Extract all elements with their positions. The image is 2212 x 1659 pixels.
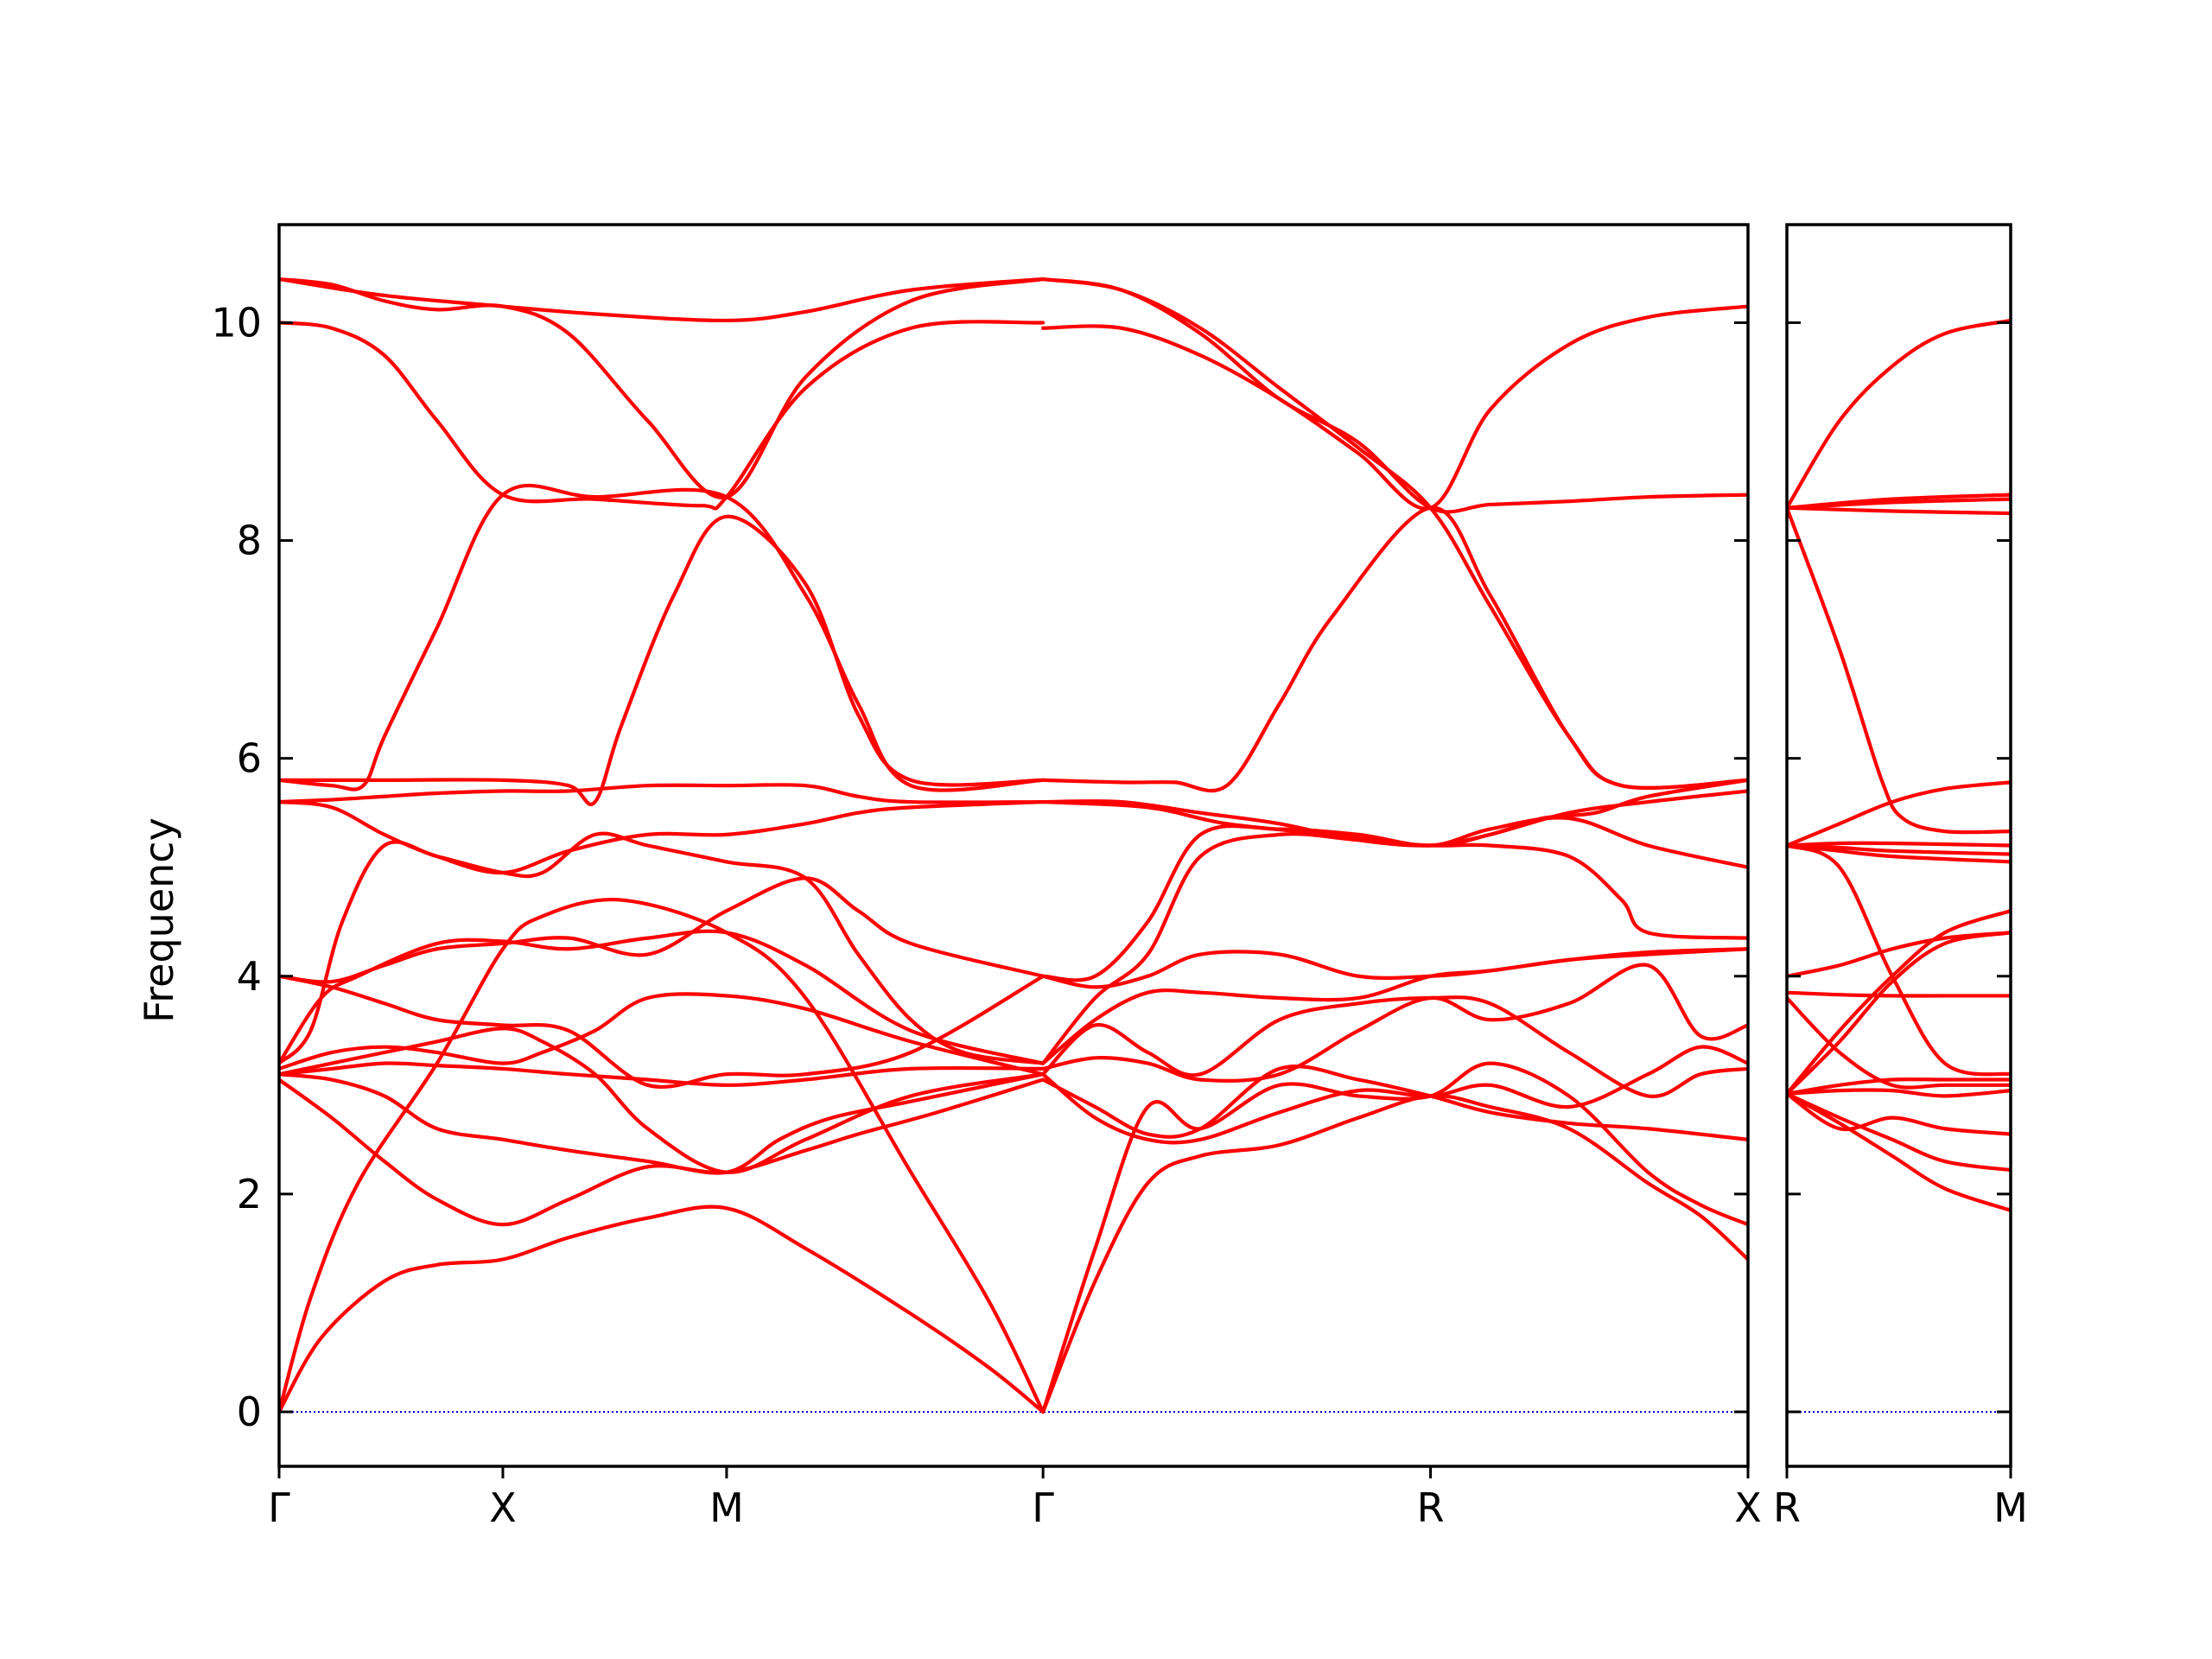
band-line-1	[279, 1205, 1046, 1414]
band-line-11	[279, 974, 1046, 1090]
band-line-2	[279, 897, 1046, 1414]
band-line-34	[1041, 276, 1748, 790]
band-line-15	[1787, 780, 2011, 848]
x-tick-label: M	[1993, 1484, 2028, 1531]
band-line-22	[1041, 1045, 1748, 1145]
band-line-21	[1041, 1064, 1748, 1141]
x-tick-label: Γ	[1032, 1484, 1054, 1531]
band-line-32	[1041, 304, 1748, 511]
band-line-9	[1787, 990, 2011, 998]
band-line-3	[1787, 1091, 2011, 1136]
x-tick-label: M	[709, 1484, 744, 1531]
band-line-9	[279, 831, 1046, 1065]
x-tick-label: X	[1734, 1484, 1762, 1531]
plot-frame	[277, 223, 1750, 1468]
band-line-19	[1787, 493, 2011, 510]
y-tick-label: 0	[237, 1389, 262, 1435]
band-line-5	[279, 1061, 1046, 1087]
band-lines	[1787, 318, 2011, 1212]
band-line-26	[1041, 947, 1748, 989]
band-line-20	[1787, 318, 2011, 510]
band-line-27	[1041, 832, 1748, 1065]
y-axis-label: Frequency	[136, 817, 182, 1023]
band-lines	[279, 276, 1748, 1414]
x-tick-label: R	[1773, 1484, 1801, 1531]
band-line-31	[1041, 505, 1748, 793]
left-panel: 0 2 4 6 8 10 Γ X M Γ R X	[211, 223, 1762, 1531]
y-tick-label: 4	[237, 953, 262, 1000]
y-tick-label: 2	[237, 1171, 262, 1217]
band-line-3	[279, 1077, 1046, 1227]
band-line-4	[1787, 1088, 2011, 1098]
band-line-6	[1787, 909, 2011, 1096]
band-line-10	[279, 876, 1046, 984]
band-line-16	[279, 320, 1046, 511]
band-line-16	[1787, 505, 2011, 835]
band-line-17	[279, 276, 1046, 499]
band-line-12	[279, 799, 1046, 875]
band-line-2	[1787, 1091, 2011, 1173]
band-line-5	[1787, 1077, 2011, 1096]
y-tick-label: 8	[237, 518, 262, 564]
band-line-20	[1041, 1061, 1748, 1414]
band-line-4	[279, 1072, 1046, 1175]
band-line-19	[1041, 1093, 1748, 1414]
x-tick-label: X	[489, 1484, 517, 1531]
band-line-7	[1787, 931, 2011, 1096]
band-line-30	[1041, 778, 1748, 848]
band-line-13	[1787, 843, 2011, 856]
band-line-14	[1787, 841, 2011, 848]
band-line-13	[279, 783, 1046, 804]
band-line-1	[1787, 1091, 2011, 1212]
plot-frame	[1785, 223, 2012, 1468]
band-line-7	[279, 992, 1046, 1077]
band-line-23	[1041, 963, 1748, 1084]
band-line-10	[1787, 931, 2011, 978]
band-line-14	[279, 483, 1046, 792]
band-line-18	[279, 276, 1046, 323]
band-line-8	[1787, 995, 2011, 1090]
band-line-28	[1041, 816, 1748, 982]
y-tick-label: 10	[211, 299, 262, 346]
band-line-15	[279, 514, 1046, 806]
y-tick-label: 6	[237, 735, 262, 782]
band-line-6	[279, 1027, 1046, 1174]
x-tick-label: R	[1417, 1484, 1445, 1531]
band-line-11	[1787, 843, 2011, 1077]
band-line-24	[1041, 995, 1748, 1098]
band-line-17	[1787, 505, 2011, 516]
x-tick-label: Γ	[268, 1484, 290, 1531]
